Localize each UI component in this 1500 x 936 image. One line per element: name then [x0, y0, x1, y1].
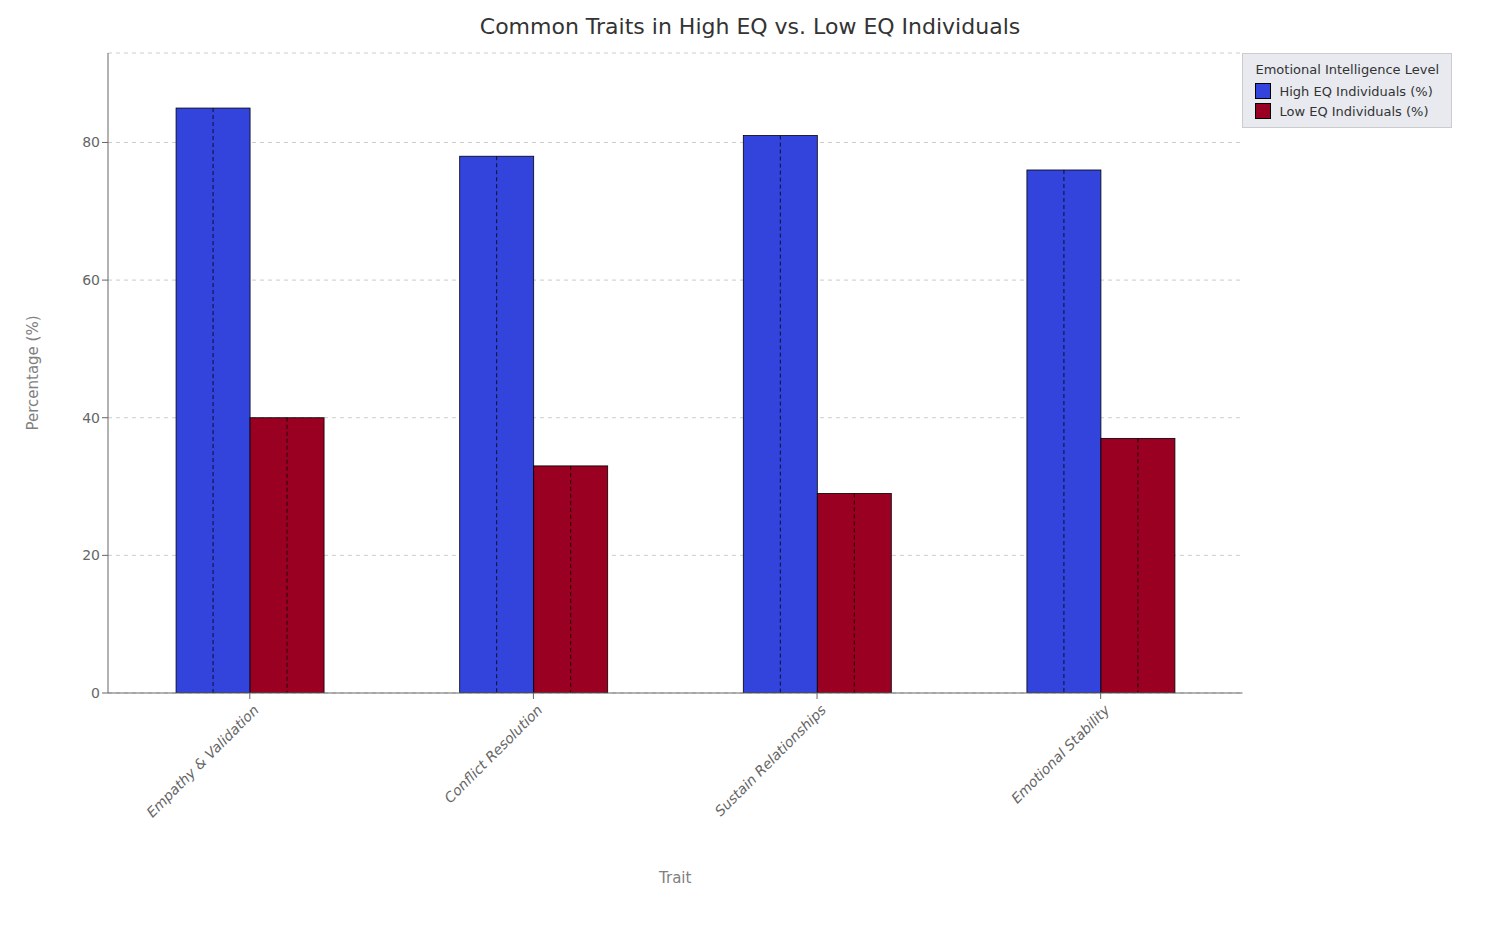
html-text:Low EQ Individuals (%): Low EQ Individuals (%) [1279, 103, 1429, 119]
html-text:Common Traits in High EQ vs. L: Common Traits in High EQ vs. Low EQ Indi… [479, 14, 1021, 39]
svg-text:Emotional Stability: Emotional Stability [1008, 701, 1113, 806]
svg-text:Trait: Trait [658, 869, 691, 887]
svg-text:0: 0 [91, 685, 100, 701]
svg-text:20: 20 [82, 547, 100, 563]
svg-text:Percentage (%): Percentage (%) [24, 315, 42, 430]
html-text:High EQ Individuals (%): High EQ Individuals (%) [1279, 83, 1433, 99]
svg-text:60: 60 [82, 272, 100, 288]
svg-text:Sustain Relationships: Sustain Relationships [712, 702, 830, 820]
svg-text:40: 40 [82, 410, 100, 426]
html-text:Emotional Intelligence Level: Emotional Intelligence Level [1255, 62, 1439, 77]
svg-text:80: 80 [82, 134, 100, 150]
svg-text:Empathy & Validation: Empathy & Validation [143, 702, 262, 821]
svg-text:Conflict Resolution: Conflict Resolution [441, 702, 545, 806]
